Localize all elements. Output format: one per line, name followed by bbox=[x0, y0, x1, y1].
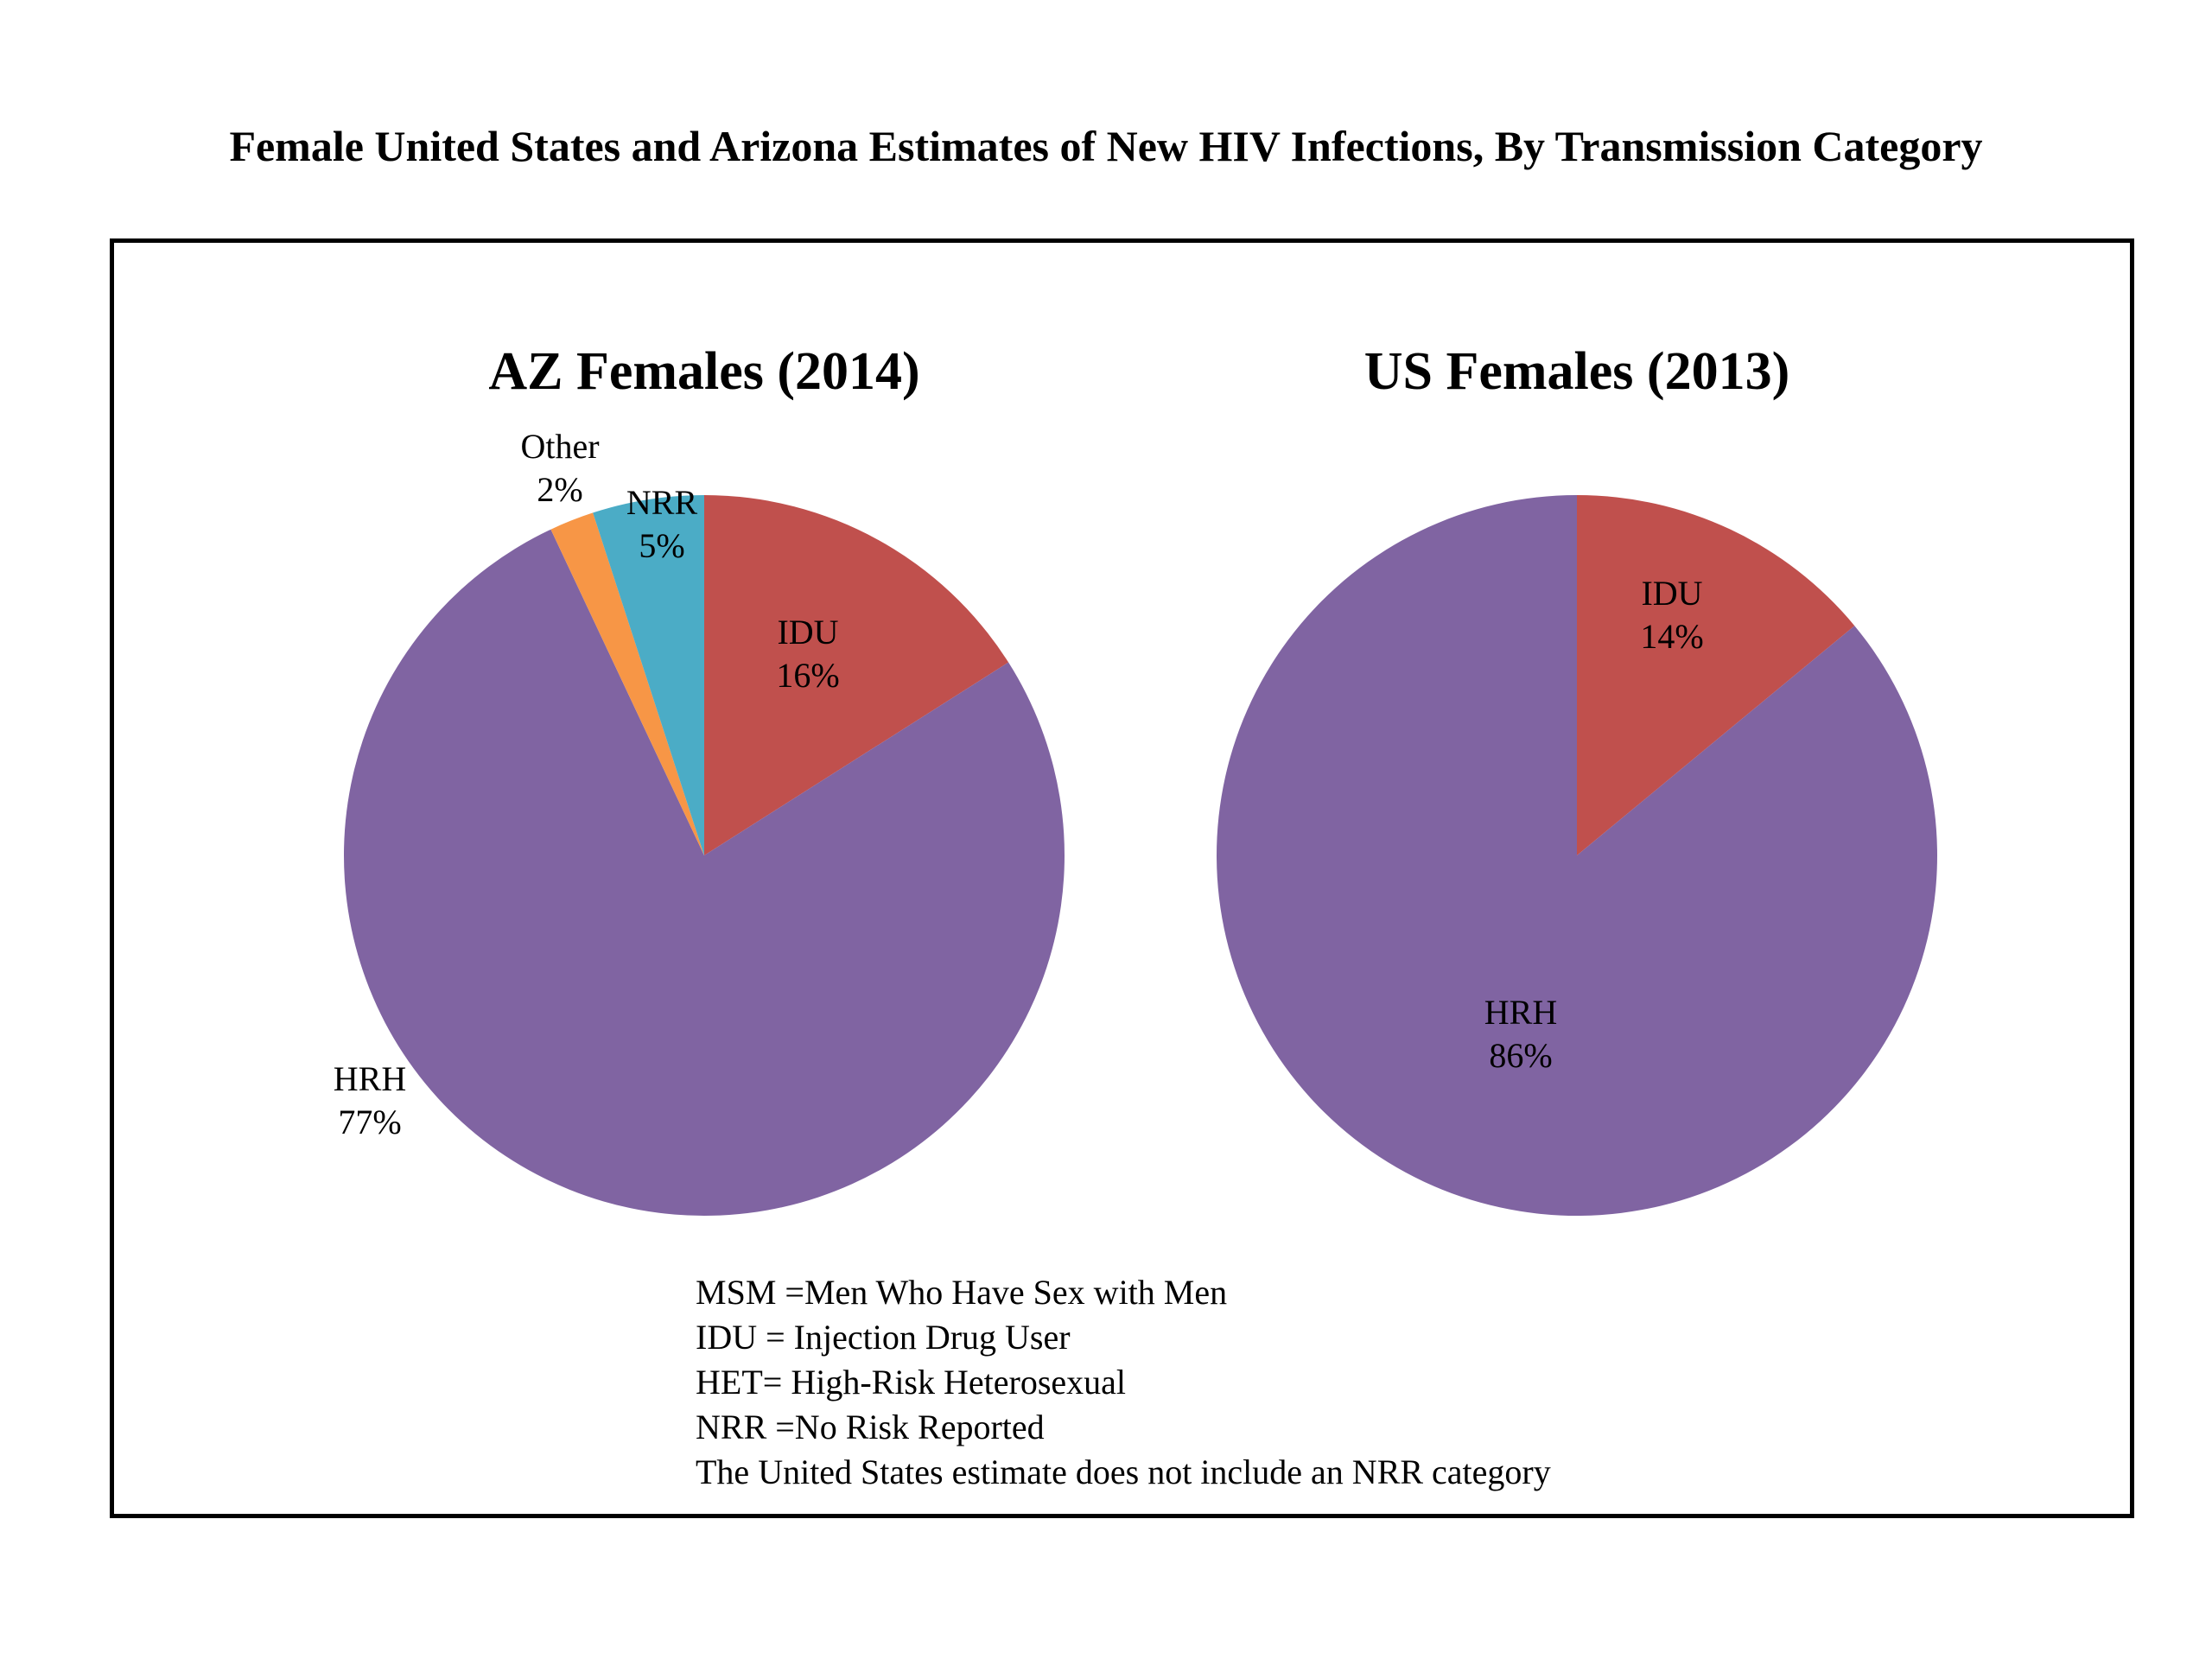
abbreviation-notes: MSM =Men Who Have Sex with Men IDU = Inj… bbox=[696, 1270, 1551, 1495]
az-slice-hrh bbox=[343, 529, 1065, 1217]
us-label-hrh: HRH 86% bbox=[1484, 993, 1557, 1075]
note-idu: IDU = Injection Drug User bbox=[696, 1318, 1071, 1357]
az-label-hrh: HRH 77% bbox=[334, 1059, 406, 1141]
az-label-nrr: NRR 5% bbox=[626, 483, 698, 565]
page-title: Female United States and Arizona Estimat… bbox=[229, 122, 1983, 170]
az-slice-idu bbox=[704, 495, 1009, 855]
az-slice-other bbox=[550, 512, 704, 855]
note-msm: MSM =Men Who Have Sex with Men bbox=[696, 1273, 1228, 1312]
az-chart-title: AZ Females (2014) bbox=[488, 342, 919, 401]
az-pie-chart: AZ Females (2014) IDU 16% HRH 77% Other 2% NRR 5… bbox=[334, 342, 1065, 1217]
note-nrr: NRR =No Risk Reported bbox=[696, 1408, 1045, 1446]
chart-frame bbox=[110, 238, 2134, 1518]
az-label-other: Other 2% bbox=[520, 427, 599, 509]
note-het: HET= High-Risk Heterosexual bbox=[696, 1363, 1127, 1402]
us-slice-idu bbox=[1577, 495, 1855, 855]
az-label-idu: IDU 16% bbox=[776, 613, 839, 695]
az-slice-nrr bbox=[593, 495, 704, 855]
us-chart-title: US Females (2013) bbox=[1364, 342, 1789, 401]
us-label-idu: IDU 14% bbox=[1640, 574, 1703, 656]
us-pie-chart: US Females (2013) IDU 14% HRH 86% bbox=[1216, 342, 1937, 1216]
us-slice-hrh bbox=[1216, 495, 1937, 1216]
note-us-estimate: The United States estimate does not incl… bbox=[696, 1452, 1551, 1491]
